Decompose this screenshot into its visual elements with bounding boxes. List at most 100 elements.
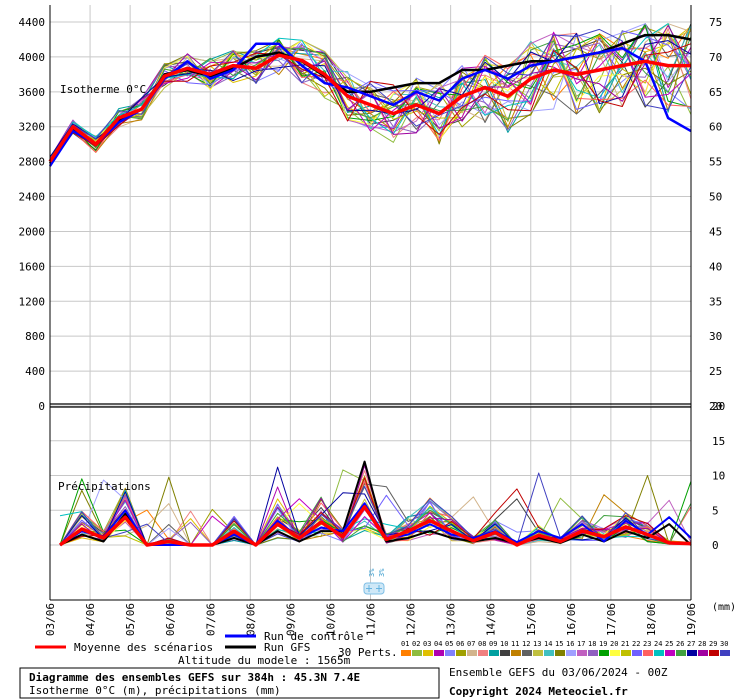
pert-number-26: 26 xyxy=(676,640,684,648)
perts-label: 30 Perts. xyxy=(338,646,398,659)
ytick-left-400: 400 xyxy=(25,365,45,378)
ytick-left-2800: 2800 xyxy=(19,156,46,169)
pert-swatch-21 xyxy=(621,650,631,656)
copyright: Copyright 2024 Meteociel.fr xyxy=(449,685,628,698)
snow-pct-1: 3% xyxy=(368,568,376,577)
pert-swatch-15 xyxy=(555,650,565,656)
xtick-09/06: 09/06 xyxy=(284,603,297,636)
pert-number-13: 13 xyxy=(533,640,541,648)
ytick-left-0: 0 xyxy=(38,400,45,413)
mean-prec-line xyxy=(58,505,692,547)
pert-number-19: 19 xyxy=(599,640,607,648)
title-box xyxy=(19,667,440,699)
pert-swatch-24 xyxy=(654,650,664,656)
mean-iso-line xyxy=(48,53,691,163)
main-series-lines xyxy=(48,33,692,547)
xtick-16/06: 16/06 xyxy=(565,603,578,636)
ytick-prec-10: 10 xyxy=(712,470,725,483)
pert-number-09: 09 xyxy=(489,640,497,648)
pert-number-28: 28 xyxy=(698,640,706,648)
xtick-06/06: 06/06 xyxy=(164,603,177,636)
pert-swatch-12 xyxy=(522,650,532,656)
pert-iso-line-18 xyxy=(49,34,692,164)
pert-number-18: 18 xyxy=(588,640,596,648)
perturbation-legend: 01 02 03 04 05 06 07 08 09 10 11 12 13 14 15 16 17 18 19 20… xyxy=(401,640,730,656)
pert-swatch-25 xyxy=(665,650,675,656)
pert-swatch-10 xyxy=(500,650,510,656)
xtick-18/06: 18/06 xyxy=(645,603,658,636)
ytick-right-50: 50 xyxy=(709,191,722,204)
pert-swatch-28 xyxy=(698,650,708,656)
pert-swatch-06 xyxy=(456,650,466,656)
legend-gfs-label: Run GFS xyxy=(264,641,310,654)
pert-swatch-29 xyxy=(709,650,719,656)
pert-swatch-07 xyxy=(467,650,477,656)
pert-swatch-16 xyxy=(566,650,576,656)
pert-number-07: 07 xyxy=(467,640,475,648)
pert-number-25: 25 xyxy=(665,640,673,648)
pert-number-11: 11 xyxy=(511,640,519,648)
pert-swatch-04 xyxy=(434,650,444,656)
ytick-left-1600: 1600 xyxy=(19,260,46,273)
model-altitude: Altitude du modele : 1565m xyxy=(178,654,351,667)
snowflake-icon xyxy=(363,582,385,595)
chart-subtitle: Isotherme 0°C (m), précipitations (mm) xyxy=(29,684,281,697)
xtick-07/06: 07/06 xyxy=(204,603,217,636)
pert-iso-line-23 xyxy=(49,49,692,163)
ytick-right-40: 40 xyxy=(709,260,722,273)
xtick-12/06: 12/06 xyxy=(405,603,418,636)
pert-number-30: 30 xyxy=(720,640,728,648)
pert-swatch-01 xyxy=(401,650,411,656)
pert-swatch-30 xyxy=(720,650,730,656)
xtick-04/06: 04/06 xyxy=(84,603,97,636)
pert-swatch-27 xyxy=(687,650,697,656)
pert-swatch-03 xyxy=(423,650,433,656)
pert-number-02: 02 xyxy=(412,640,420,648)
ytick-right-25: 25 xyxy=(709,365,722,378)
pert-number-04: 04 xyxy=(434,640,442,648)
pert-number-08: 08 xyxy=(478,640,486,648)
ytick-left-2000: 2000 xyxy=(19,225,46,238)
pert-swatch-23 xyxy=(643,650,653,656)
xtick-15/06: 15/06 xyxy=(525,603,538,636)
pert-iso-line-13 xyxy=(49,29,692,166)
pert-swatch-19 xyxy=(599,650,609,656)
pert-swatch-11 xyxy=(511,650,521,656)
snow-indicator: 3% 3% xyxy=(363,568,386,595)
pert-swatch-26 xyxy=(676,650,686,656)
run-label: Ensemble GEFS du 03/06/2024 - 00Z xyxy=(449,666,668,679)
pert-number-01: 01 xyxy=(401,640,409,648)
xtick-19/06: 19/06 xyxy=(685,603,698,636)
xtick-08/06: 08/06 xyxy=(244,603,257,636)
pert-number-27: 27 xyxy=(687,640,695,648)
ytick-right-35: 35 xyxy=(709,295,722,308)
ytick-right-20: 20 xyxy=(709,400,722,413)
ytick-left-800: 800 xyxy=(25,330,45,343)
pert-number-29: 29 xyxy=(709,640,717,648)
pert-swatch-08 xyxy=(478,650,488,656)
ytick-right-45: 45 xyxy=(709,225,722,238)
ytick-prec-5: 5 xyxy=(712,504,719,517)
ytick-right-30: 30 xyxy=(709,330,722,343)
legend: Moyenne des scénarios Run de contrôle Ru… xyxy=(35,630,730,667)
xtick-17/06: 17/06 xyxy=(605,603,618,636)
pert-number-24: 24 xyxy=(654,640,662,648)
pert-number-06: 06 xyxy=(456,640,464,648)
chart-title: Diagramme des ensembles GEFS sur 384h : … xyxy=(29,671,360,684)
pert-number-12: 12 xyxy=(522,640,530,648)
pert-swatch-13 xyxy=(533,650,543,656)
pert-swatch-05 xyxy=(445,650,455,656)
pert-prec-line-30 xyxy=(59,472,692,546)
pert-number-23: 23 xyxy=(643,640,651,648)
xtick-05/06: 05/06 xyxy=(124,603,137,636)
ytick-prec-0: 0 xyxy=(712,539,719,552)
ytick-right-70: 70 xyxy=(709,51,722,64)
snow-pct-2: 3% xyxy=(378,568,386,577)
ytick-left-4400: 4400 xyxy=(19,16,46,29)
xtick-10/06: 10/06 xyxy=(324,603,337,636)
ytick-left-3200: 3200 xyxy=(19,121,46,134)
ytick-right-75: 75 xyxy=(709,16,722,29)
xtick-14/06: 14/06 xyxy=(485,603,498,636)
ytick-left-2400: 2400 xyxy=(19,191,46,204)
